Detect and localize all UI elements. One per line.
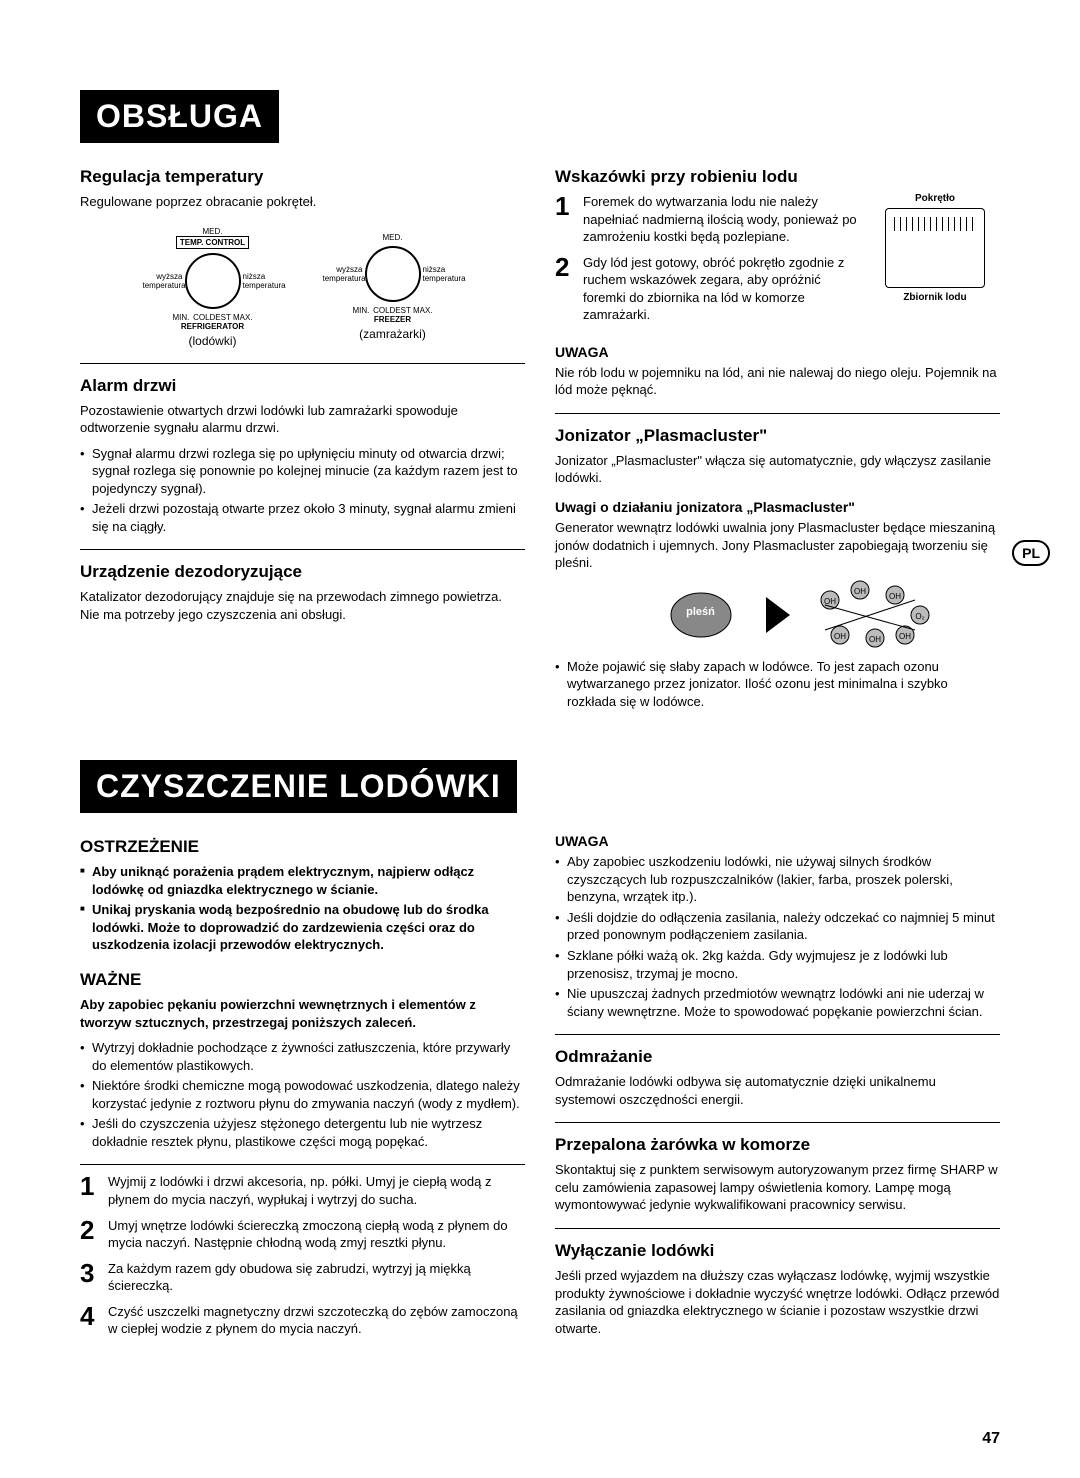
dial-r-caption: (zamrażarki) [359,327,426,341]
u2-b0: Aby zapobiec uszkodzeniu lodówki, nie uż… [555,853,1000,906]
svg-text:OH: OH [834,632,846,641]
dial-l-right: niższa temperatura [243,272,283,290]
ice-s0: Foremek do wytwarzania lodu nie należy n… [555,193,1000,246]
dial-l-med: MED. [203,227,223,236]
svg-text:OH: OH [824,597,836,606]
dial-l-min: MIN. [173,313,190,322]
arrow-icon [766,597,790,633]
uwaga2-bullets: Aby zapobiec uszkodzeniu lodówki, nie uż… [555,853,1000,1020]
odmr-text: Odmrażanie lodówki odbywa się automatycz… [555,1073,1000,1108]
svg-text:OH: OH [854,587,866,596]
jon-text: Generator wewnątrz lodówki uwalnia jony … [555,519,1000,572]
dial-r-left: wyższa temperatura [323,265,363,283]
title-wskazowki: Wskazówki przy robieniu lodu [555,163,1000,187]
ice-s1: Gdy lód jest gotowy, obróć pokrętło zgod… [555,254,1000,324]
dial-l-max: COLDEST MAX. [193,313,252,322]
wazne-bullets: Wytrzyj dokładnie pochodzące z żywności … [80,1039,525,1150]
wazne-b1: Niektóre środki chemiczne mogą powodować… [80,1077,525,1112]
dial-refrigerator [185,253,241,309]
u2-b1: Jeśli dojdzie do odłączenia zasilania, n… [555,909,1000,944]
ostrz-1: Unikaj pryskania wodą bezpośrednio na ob… [80,901,525,954]
wazne-b2: Jeśli do czyszczenia użyjesz stężonego d… [80,1115,525,1150]
dial-l-ct: REFRIGERATOR [181,322,244,331]
alarm-b0: Sygnał alarmu drzwi rozlega się po upłyn… [80,445,525,498]
uwaga-text: Nie rób lodu w pojemniku na lód, ani nie… [555,364,1000,399]
dial-r-med: MED. [383,233,403,242]
svg-text:OH: OH [869,635,881,644]
title-odmrazanie: Odmrażanie [555,1043,1000,1067]
section1-columns: Regulacja temperatury Regulowane poprzez… [80,163,1000,720]
dial-l-tc: TEMP. CONTROL [176,236,249,249]
wazne-steps: Wyjmij z lodówki i drzwi akcesoria, np. … [80,1173,525,1337]
jon-bullets: Może pojawić się słaby zapach w lodówce.… [555,658,1000,711]
title-regulacja: Regulacja temperatury [80,163,525,187]
plesn-text: pleśń [656,606,746,618]
title-ostrzezenie: OSTRZEŻENIE [80,833,525,857]
lang-badge: PL [1012,540,1050,566]
plasma-before: pleśń [656,580,746,650]
u2-b3: Nie upuszczaj żadnych przedmiotów wewnąt… [555,985,1000,1020]
dial-r-max: COLDEST MAX. [373,306,432,315]
uwaga-title: UWAGA [555,344,1000,360]
wazne-intro: Aby zapobiec pękaniu powierzchni wewnętr… [80,996,525,1031]
dial-diagram: MED. TEMP. CONTROL wyższa temperatura ni… [80,221,525,348]
title-zarowka: Przepalona żarówka w komorze [555,1131,1000,1155]
plasma-diagram: pleśń OH OH OH O₂ OH OH OH [555,580,1000,650]
plasma-after: OH OH OH O₂ OH OH OH [810,580,900,650]
dial-freezer [365,246,421,302]
u2-b2: Szklane półki ważą ok. 2kg każda. Gdy wy… [555,947,1000,982]
wazne-s1: Umyj wnętrze lodówki ściereczką zmoczoną… [80,1217,525,1252]
dial-r-ct: FREEZER [374,315,411,324]
col-right-2: UWAGA Aby zapobiec uszkodzeniu lodówki, … [555,833,1000,1345]
col-left-2: OSTRZEŻENIE Aby uniknąć porażenia prądem… [80,833,525,1345]
intro-regulacja: Regulowane poprzez obracanie pokręteł. [80,193,525,211]
alarm-bullets: Sygnał alarmu drzwi rozlega się po upłyn… [80,445,525,536]
col-left-1: Regulacja temperatury Regulowane poprzez… [80,163,525,720]
uwaga2-title: UWAGA [555,833,1000,849]
dial-r-min: MIN. [353,306,370,315]
col-right-1: Wskazówki przy robieniu lodu Pokrętło Zb… [555,163,1000,720]
dial-l-caption: (lodówki) [188,334,236,348]
page-number: 47 [982,1430,1000,1448]
svg-text:OH: OH [899,632,911,641]
wazne-s3: Czyść uszczelki magnetyczny drzwi szczot… [80,1303,525,1338]
title-alarm: Alarm drzwi [80,372,525,396]
banner-obsluga: OBSŁUGA [80,90,279,143]
title-wylaczanie: Wyłączanie lodówki [555,1237,1000,1261]
ice-steps: Foremek do wytwarzania lodu nie należy n… [555,193,1000,324]
ostrz-list: Aby uniknąć porażenia prądem elektryczny… [80,863,525,954]
title-dezodor: Urządzenie dezodoryzujące [80,558,525,582]
wazne-b0: Wytrzyj dokładnie pochodzące z żywności … [80,1039,525,1074]
ostrz-0: Aby uniknąć porażenia prądem elektryczny… [80,863,525,898]
title-jonizator: Jonizator „Plasmacluster" [555,422,1000,446]
dial-l-left: wyższa temperatura [143,272,183,290]
banner-czyszczenie: CZYSZCZENIE LODÓWKI [80,760,517,813]
wazne-s0: Wyjmij z lodówki i drzwi akcesoria, np. … [80,1173,525,1208]
jon-b0: Może pojawić się słaby zapach w lodówce.… [555,658,1000,711]
text-dezodor: Katalizator dezodorujący znajduje się na… [80,588,525,623]
intro-alarm: Pozostawienie otwartych drzwi lodówki lu… [80,402,525,437]
zarowka-text: Skontaktuj się z punktem serwisowym auto… [555,1161,1000,1214]
jon-intro: Jonizator „Plasmacluster" włącza się aut… [555,452,1000,487]
svg-text:OH: OH [889,592,901,601]
jon-sub: Uwagi o działaniu jonizatora „Plasmaclus… [555,499,1000,515]
alarm-b1: Jeżeli drzwi pozostają otwarte przez oko… [80,500,525,535]
wazne-s2: Za każdym razem gdy obudowa się zabrudzi… [80,1260,525,1295]
wylacz-text: Jeśli przed wyjazdem na dłuższy czas wył… [555,1267,1000,1337]
section2-columns: OSTRZEŻENIE Aby uniknąć porażenia prądem… [80,833,1000,1345]
title-wazne: WAŻNE [80,966,525,990]
svg-text:O₂: O₂ [915,612,924,621]
dial-r-right: niższa temperatura [423,265,463,283]
